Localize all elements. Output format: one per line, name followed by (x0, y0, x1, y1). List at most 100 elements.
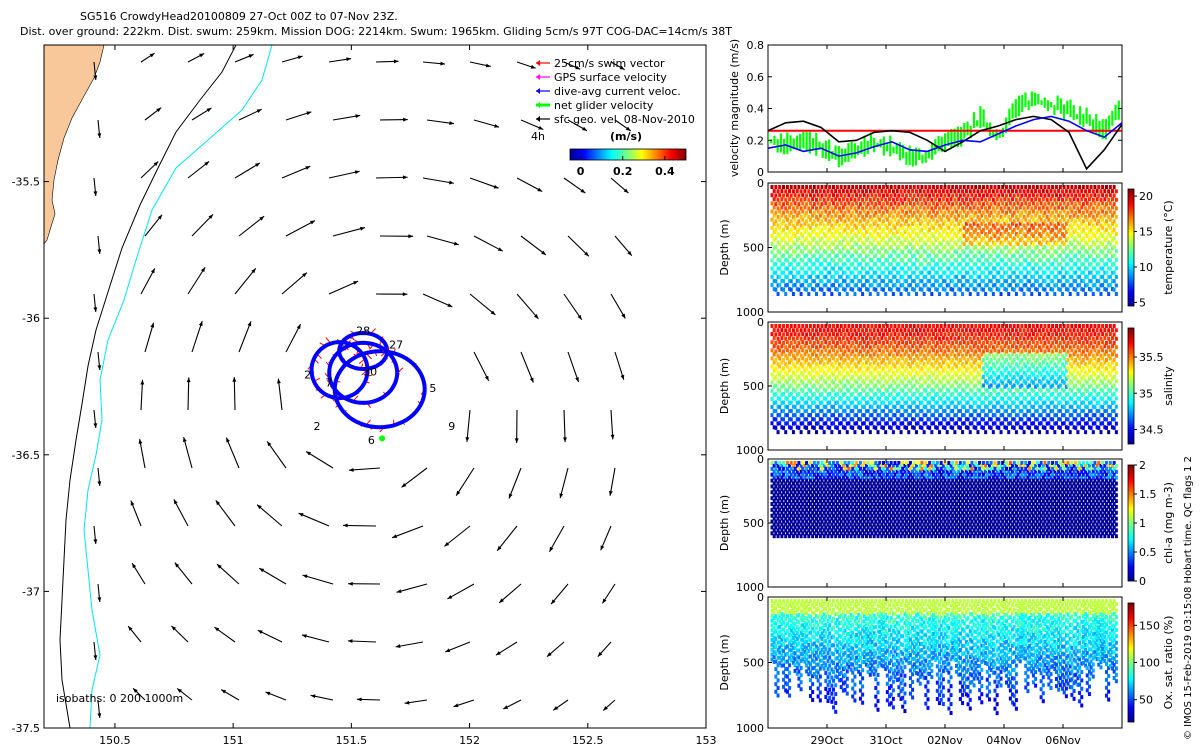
velocity-ytick-label: 0.2 (747, 134, 765, 147)
geo-velocity-arrow (132, 687, 146, 701)
map-ytick-label: -35.5 (12, 176, 40, 189)
svg-text:net glider velocity: net glider velocity (554, 99, 654, 112)
geo-velocity-arrow (191, 107, 212, 121)
geo-velocity-arrow (516, 293, 539, 320)
oxygen-profile-points (770, 599, 1118, 716)
temperature-section-panel: 0 500 1000 Depth (m) 5 10 15 20 temperature (°C) (718, 177, 1175, 319)
geo-velocity-arrow (465, 409, 471, 442)
geo-velocity-arrow (332, 114, 361, 121)
oxygen-cbar-tick: 50 (1139, 694, 1153, 707)
salinity-cbar-label: salinity (1162, 366, 1175, 406)
geo-velocity-arrow (597, 641, 612, 658)
geo-velocity-arrow (614, 235, 633, 257)
geo-velocity-arrow (445, 641, 471, 653)
legend-item: dive-avg current veloc. (536, 85, 681, 98)
geo-velocity-arrow (305, 451, 334, 469)
imos-credit: © IMOS 15-Feb-2019 03:15:08 Hobart time.… (1183, 456, 1194, 740)
geo-velocity-arrow (97, 119, 102, 139)
map-axis-ticks: 150.5 151 151.5 152 152.5 153 -35.5 -36 -36.5 -37… (12, 45, 717, 747)
geo-velocity-arrow (601, 583, 616, 604)
geo-velocity-arrow (97, 351, 102, 371)
velocity-ytick-label: 0.4 (747, 103, 765, 116)
land-coastline (44, 45, 105, 245)
geo-velocity-arrow (422, 177, 454, 185)
temperature-ylabel: Depth (m) (718, 219, 731, 275)
colorbar-title: (m/s) (610, 130, 642, 143)
oxygen-ytick-label: 1000 (736, 722, 764, 735)
geo-velocity-arrow (234, 162, 261, 179)
salinity-colorbar (1127, 327, 1135, 445)
geo-velocity-arrow (140, 161, 159, 179)
geo-velocity-arrow (608, 467, 616, 496)
geo-velocity-arrow (375, 292, 408, 297)
day-label: 2 (304, 368, 311, 381)
geo-velocity-arrow (234, 53, 254, 63)
geo-velocity-arrow (495, 641, 518, 656)
svg-text:25cm/s swim vector: 25cm/s swim vector (554, 57, 665, 70)
geo-velocity-arrow (144, 107, 162, 121)
geo-velocity-arrow (473, 351, 490, 381)
day-label: 6 (368, 434, 375, 447)
geo-velocity-arrow (93, 293, 98, 313)
geo-velocity-arrow (171, 625, 189, 643)
geo-velocity-arrow (238, 215, 265, 237)
legend-item: sfc geo. vel. 08-Nov-2010 (536, 113, 695, 126)
geo-velocity-arrow (548, 525, 565, 552)
geo-velocity-arrow (516, 177, 543, 193)
geo-velocity-arrow (356, 697, 381, 702)
geo-velocity-arrow (187, 160, 210, 179)
geo-velocity-arrow (301, 634, 330, 643)
geo-velocity-arrow (220, 689, 240, 701)
net-velocity-marker (379, 435, 386, 442)
geo-velocity-arrow (276, 378, 283, 411)
chlorophyll-profile-points (770, 461, 1118, 539)
day-label: 30 (363, 366, 377, 379)
glider-track (307, 328, 427, 442)
geo-velocity-arrow (600, 525, 612, 551)
geostrophic-speed-line (768, 115, 1122, 171)
geo-velocity-arrow (401, 467, 428, 488)
geo-velocity-arrow (347, 639, 377, 644)
velocity-ytick-label: 0.6 (747, 71, 765, 84)
geo-velocity-arrow (379, 117, 408, 122)
geo-velocity-arrow (144, 322, 155, 353)
geo-velocity-arrow (328, 280, 359, 295)
map-ytick-label: -37.5 (12, 722, 40, 735)
geo-velocity-arrow (328, 170, 360, 179)
temperature-cbar-tick: 5 (1139, 296, 1146, 309)
geo-velocity-arrow (130, 500, 142, 527)
temperature-cbar-tick: 15 (1139, 226, 1153, 239)
geo-velocity-arrow (469, 293, 496, 316)
geo-velocity-arrow (93, 409, 98, 429)
date-xtick-label: 02Nov (927, 734, 963, 747)
geo-velocity-arrow (332, 226, 366, 237)
salinity-section-panel: 0 500 1000 Depth (m) 34.5 35 35.5 salinity (718, 316, 1175, 457)
legend-item: 25cm/s swim vector (536, 57, 665, 70)
temperature-ytick-label: 0 (757, 177, 764, 190)
salinity-ytick-label: 0 (757, 316, 764, 329)
geo-velocity-arrow (257, 629, 283, 643)
day-label: 28 (356, 325, 370, 338)
chlorophyll-section-panel: 0 500 1000 Depth (m) 0 0.5 1 1.5 2 chl-a (mg m-3) (718, 453, 1175, 594)
geo-velocity-arrow (310, 694, 334, 701)
geo-velocity-arrow (127, 625, 142, 643)
geo-velocity-arrow (281, 272, 308, 295)
chlorophyll-colorbar (1127, 464, 1135, 582)
velocity-ylabel: velocity magnitude (m/s) (728, 39, 741, 177)
oxygen-cbar-tick: 150 (1139, 619, 1160, 632)
header-title: SG516 CrowdyHead20100809 27-Oct 00Z to 0… (80, 10, 398, 23)
dive-avg-speed-line (768, 115, 1122, 157)
geostrophic-velocity-field (93, 52, 633, 719)
day-label: 7 (325, 377, 332, 390)
temperature-colorbar (1127, 188, 1135, 307)
chlorophyll-cbar-tick: 1.5 (1139, 488, 1157, 501)
chlorophyll-ytick-label: 0 (757, 453, 764, 466)
isobath-1000m (83, 45, 273, 728)
temperature-cbar-tick: 20 (1139, 190, 1153, 203)
geo-velocity-arrow (563, 293, 583, 321)
chlorophyll-ytick-label: 500 (743, 517, 764, 530)
geo-velocity-arrow (395, 641, 424, 648)
oxygen-ylabel: Depth (m) (718, 634, 731, 690)
velocity-ytick-label: 0 (757, 166, 764, 179)
geo-velocity-arrow (232, 377, 237, 411)
